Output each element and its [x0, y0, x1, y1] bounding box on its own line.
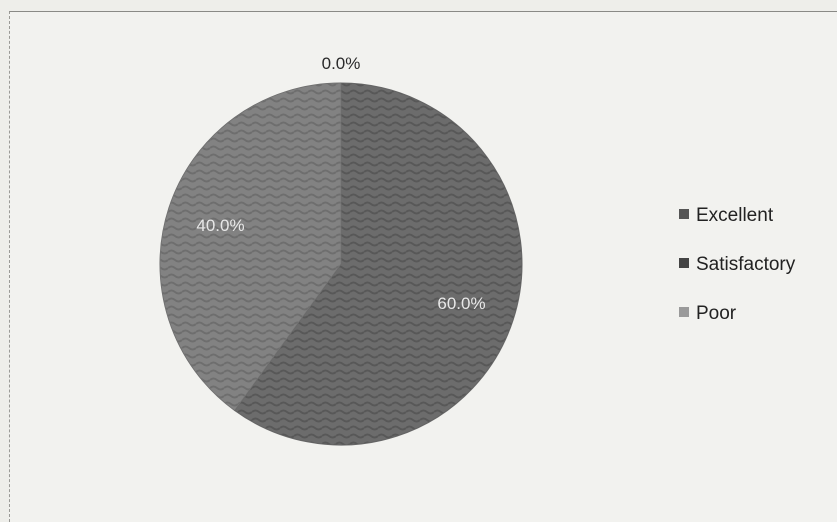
pie-slice-tint-satisfactory: [234, 83, 522, 445]
legend-swatch-satisfactory: [679, 258, 689, 268]
pie-chart: 0.0% 60.0% 40.0% Excellent Satisfactory Poor: [159, 54, 796, 446]
legend-label-poor: Poor: [696, 303, 737, 324]
pie-slice-poor: [159, 82, 342, 412]
legend-swatch-excellent: [679, 209, 689, 219]
legend: Excellent Satisfactory Poor: [679, 205, 796, 324]
legend-label-satisfactory: Satisfactory: [696, 254, 796, 275]
pie-slice-satisfactory: [233, 82, 523, 446]
data-label-satisfactory: 60.0%: [437, 294, 485, 313]
legend-swatch-poor: [679, 307, 689, 317]
pie-slice-tint-poor: [159, 83, 341, 411]
data-label-excellent: 0.0%: [322, 54, 361, 73]
data-label-poor: 40.0%: [196, 216, 244, 235]
legend-label-excellent: Excellent: [696, 205, 774, 226]
pie-data-labels: 0.0% 60.0% 40.0%: [196, 54, 485, 313]
pie-slices: [159, 82, 523, 446]
